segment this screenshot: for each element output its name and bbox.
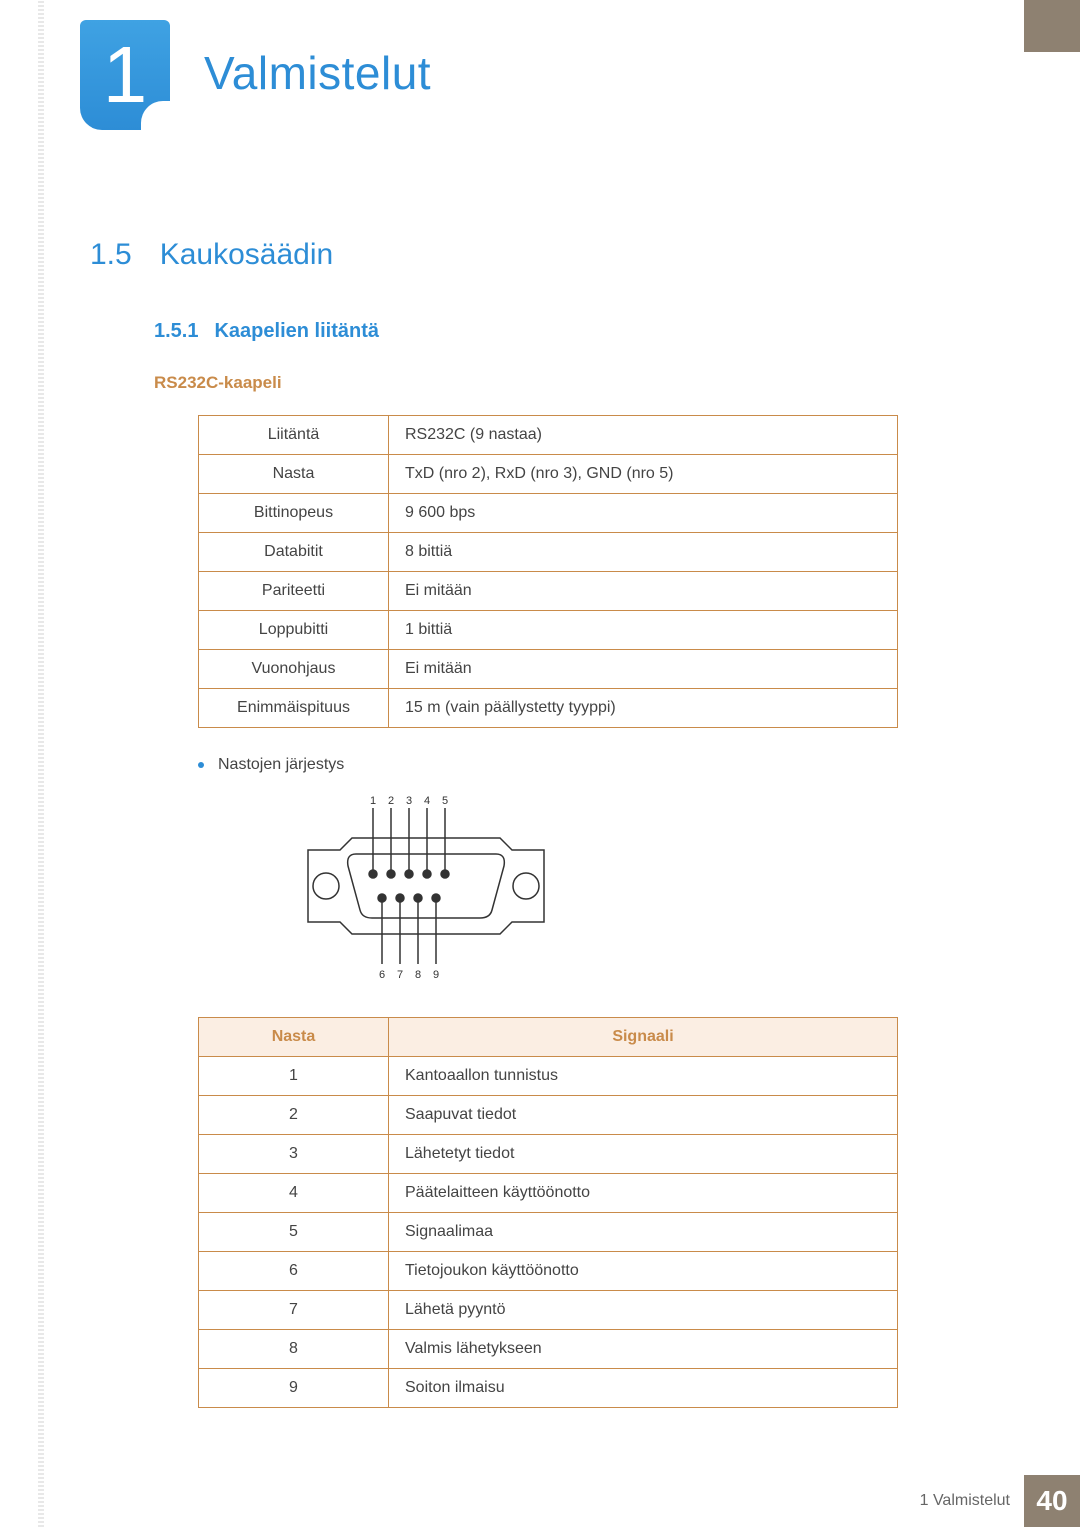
top-right-tab [1024,0,1080,52]
pin-signal: Signaalimaa [389,1213,898,1252]
table-row: 3Lähetetyt tiedot [199,1135,898,1174]
pin-number: 8 [199,1330,389,1369]
pin-table: Nasta Signaali 1Kantoaallon tunnistus 2S… [198,1017,898,1408]
table-row: Bittinopeus9 600 bps [199,494,898,533]
table-row: Enimmäispituus15 m (vain päällystetty ty… [199,689,898,728]
bullet-item: Nastojen järjestys [198,756,970,774]
pin-signal: Saapuvat tiedot [389,1096,898,1135]
pin-signal: Valmis lähetykseen [389,1330,898,1369]
pin-signal: Päätelaitteen käyttöönotto [389,1174,898,1213]
pin-label: 1 [370,795,376,807]
spec-key: Databitit [199,533,389,572]
table-row: PariteettiEi mitään [199,572,898,611]
table-row: Databitit8 bittiä [199,533,898,572]
pin-header-nasta: Nasta [199,1018,389,1057]
page-footer: 1 Valmistelut 40 [920,1475,1080,1527]
spec-table: LiitäntäRS232C (9 nastaa) NastaTxD (nro … [198,415,898,728]
pin-number: 7 [199,1291,389,1330]
chapter-title: Valmistelut [204,46,431,100]
page: 1 Valmistelut 1.5 Kaukosäädin 1.5.1 Kaap… [0,0,1080,1527]
bullet-text: Nastojen järjestys [218,756,344,774]
pin-number: 6 [199,1252,389,1291]
spec-key: Nasta [199,455,389,494]
spec-value: 15 m (vain päällystetty tyyppi) [389,689,898,728]
spec-key: Liitäntä [199,416,389,455]
pin-number: 1 [199,1057,389,1096]
chapter-header: 1 Valmistelut [80,20,431,130]
section-number: 1.5 [90,238,132,272]
pin-label: 3 [406,795,412,807]
pin-number: 3 [199,1135,389,1174]
pin-label: 5 [442,795,448,807]
footer-page-number: 40 [1024,1475,1080,1527]
table-row: Loppubitti1 bittiä [199,611,898,650]
pin-header-signal: Signaali [389,1018,898,1057]
chapter-number-badge: 1 [80,20,170,130]
table-row: 2Saapuvat tiedot [199,1096,898,1135]
db9-connector-icon: 1 2 3 4 5 [300,792,560,982]
spec-value: 8 bittiä [389,533,898,572]
content-area: 1.5 Kaukosäädin 1.5.1 Kaapelien liitäntä… [90,238,970,1408]
subsection-heading: 1.5.1 Kaapelien liitäntä [154,320,970,343]
spec-table-body: LiitäntäRS232C (9 nastaa) NastaTxD (nro … [199,416,898,728]
pin-label: 4 [424,795,430,807]
table-row: 5Signaalimaa [199,1213,898,1252]
pin-label: 8 [415,969,421,981]
pin-signal: Lähetä pyyntö [389,1291,898,1330]
spec-key: Bittinopeus [199,494,389,533]
spec-key: Enimmäispituus [199,689,389,728]
spec-value: 1 bittiä [389,611,898,650]
pin-table-body: 1Kantoaallon tunnistus 2Saapuvat tiedot … [199,1057,898,1408]
table-row: LiitäntäRS232C (9 nastaa) [199,416,898,455]
spec-key: Loppubitti [199,611,389,650]
spec-value: RS232C (9 nastaa) [389,416,898,455]
table-row: VuonohjausEi mitään [199,650,898,689]
spec-value: TxD (nro 2), RxD (nro 3), GND (nro 5) [389,455,898,494]
subsection-number: 1.5.1 [154,320,198,343]
table-row: 4Päätelaitteen käyttöönotto [199,1174,898,1213]
chapter-number: 1 [103,29,148,121]
table-row: 6Tietojoukon käyttöönotto [199,1252,898,1291]
pin-label: 7 [397,969,403,981]
section-title: Kaukosäädin [160,238,333,272]
spec-key: Vuonohjaus [199,650,389,689]
pin-signal: Tietojoukon käyttöönotto [389,1252,898,1291]
table-row: 1Kantoaallon tunnistus [199,1057,898,1096]
pin-signal: Lähetetyt tiedot [389,1135,898,1174]
table-row: NastaTxD (nro 2), RxD (nro 3), GND (nro … [199,455,898,494]
pin-signal: Soiton ilmaisu [389,1369,898,1408]
spec-key: Pariteetti [199,572,389,611]
margin-strip [38,0,44,1527]
table-row: 7Lähetä pyyntö [199,1291,898,1330]
pin-number: 9 [199,1369,389,1408]
cable-heading: RS232C-kaapeli [154,373,970,393]
spec-value: Ei mitään [389,650,898,689]
table-header-row: Nasta Signaali [199,1018,898,1057]
spec-value: Ei mitään [389,572,898,611]
pin-table-head: Nasta Signaali [199,1018,898,1057]
section-heading: 1.5 Kaukosäädin [90,238,970,272]
bullet-dot-icon [198,762,204,768]
subsection-title: Kaapelien liitäntä [214,320,379,343]
pin-label: 6 [379,969,385,981]
footer-chapter-label: 1 Valmistelut [920,1492,1010,1510]
pin-number: 4 [199,1174,389,1213]
pin-signal: Kantoaallon tunnistus [389,1057,898,1096]
connector-diagram: 1 2 3 4 5 [300,792,970,987]
spec-value: 9 600 bps [389,494,898,533]
table-row: 8Valmis lähetykseen [199,1330,898,1369]
pin-label: 2 [388,795,394,807]
pin-label: 9 [433,969,439,981]
pin-number: 5 [199,1213,389,1252]
pin-number: 2 [199,1096,389,1135]
table-row: 9Soiton ilmaisu [199,1369,898,1408]
